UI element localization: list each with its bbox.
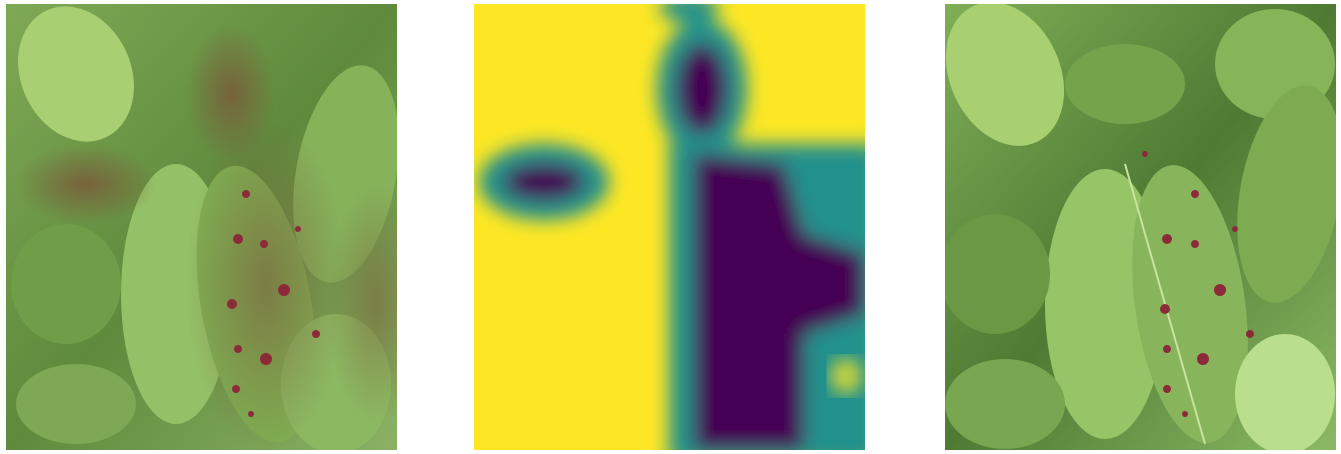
overlay-leaf-image bbox=[6, 4, 397, 450]
original-image-panel bbox=[945, 4, 1336, 450]
original-leaf-image bbox=[945, 4, 1336, 450]
heatmap-panel bbox=[474, 4, 865, 450]
attention-heatmap bbox=[474, 4, 865, 450]
overlay-image-panel bbox=[6, 4, 397, 450]
